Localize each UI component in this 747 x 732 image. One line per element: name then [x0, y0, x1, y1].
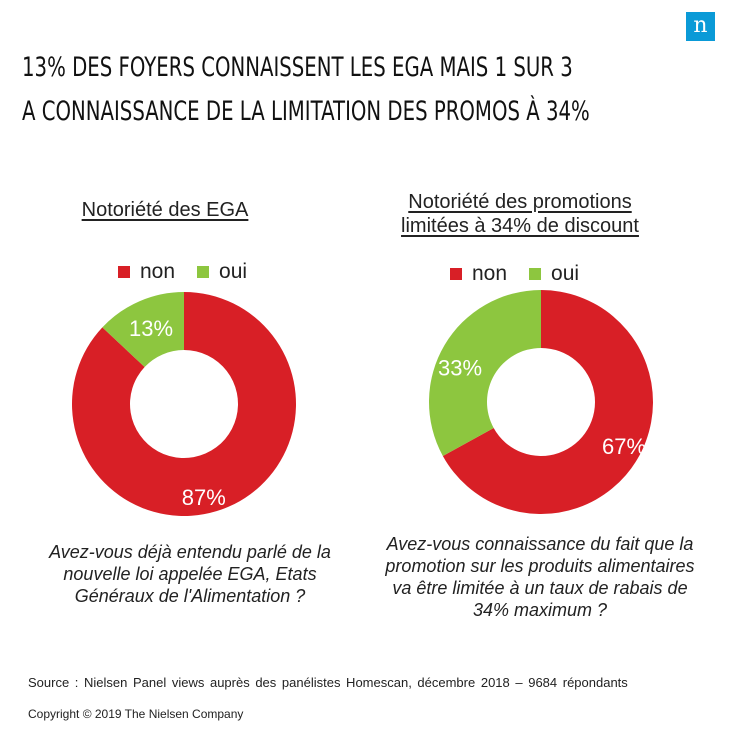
chart-title-promotions: Notoriété des promotions limitées à 34% …: [370, 190, 670, 238]
legend-promotions: non oui: [450, 262, 601, 286]
donut-slice-non: [71, 292, 296, 516]
chart-title-promotions-line-2: limitées à 34% de discount: [401, 215, 639, 237]
data-label-oui: 13%: [129, 316, 173, 341]
legend-item-non: non: [450, 262, 507, 286]
title-line-2: A CONNAISSANCE DE LA LIMITATION DES PROM…: [22, 96, 590, 127]
data-label-non: 87%: [182, 485, 226, 510]
donut-slice-non: [442, 290, 653, 514]
legend-swatch-oui: [197, 266, 210, 278]
data-label-non: 67%: [602, 434, 646, 459]
nielsen-logo: n: [686, 12, 715, 41]
legend-swatch-non: [450, 268, 462, 280]
chart-title-ega: Notoriété des EGA: [81, 199, 249, 221]
legend-swatch-non: [118, 266, 130, 278]
legend-item-oui: oui: [529, 262, 579, 286]
legend-item-non: non: [118, 260, 175, 284]
question-promotions: Avez-vous connaissance du fait que la pr…: [385, 534, 695, 620]
legend-label-non: non: [472, 262, 508, 285]
copyright-note: Copyright © 2019 The Nielsen Company: [28, 707, 244, 721]
title-line-1: 13% DES FOYERS CONNAISSENT LES EGA MAIS …: [22, 52, 573, 83]
legend-swatch-oui: [529, 268, 542, 280]
legend-label-oui: oui: [219, 260, 248, 283]
legend-item-oui: oui: [197, 260, 247, 284]
donut-chart-promotions: 67% 33%: [429, 290, 653, 514]
source-note: Source : Nielsen Panel views auprès des …: [28, 675, 628, 690]
donut-slice-oui: [429, 290, 541, 456]
question-ega: Avez-vous déjà entendu parlé de la nouve…: [49, 542, 331, 606]
legend-label-oui: oui: [551, 262, 580, 285]
donut-chart-ega: 87% 13%: [71, 292, 296, 516]
legend-ega: non oui: [118, 260, 269, 284]
page-title: 13% DES FOYERS CONNAISSENT LES EGA MAIS …: [22, 46, 590, 134]
chart-title-promotions-line-1: Notoriété des promotions: [408, 191, 632, 213]
legend-label-non: non: [140, 260, 176, 283]
data-label-oui: 33%: [438, 356, 482, 381]
donut-slice-oui: [102, 292, 184, 368]
